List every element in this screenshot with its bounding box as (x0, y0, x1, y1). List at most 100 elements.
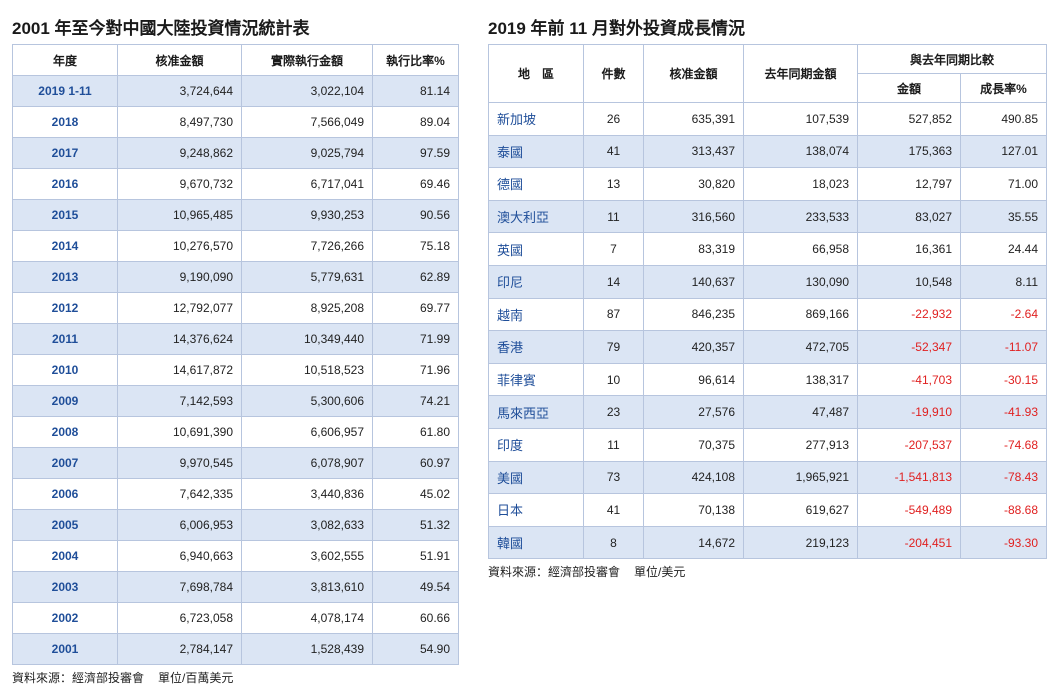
table-row: 美國 73 424,108 1,965,921 -1,541,813 -78.43 (488, 460, 1048, 495)
overseas-investment-title: 2019 年前 11 月對外投資成長情況 (488, 19, 745, 38)
table-row: 2008 10,691,390 6,606,957 61.80 (12, 416, 459, 448)
cell-actual-amount: 10,518,523 (241, 354, 373, 386)
cell-difference-amount: -1,541,813 (857, 460, 961, 495)
table-row: 韓國 8 14,672 219,123 -204,451 -93.30 (488, 525, 1048, 560)
cell-actual-amount: 10,349,440 (241, 323, 373, 355)
cell-difference-amount: -19,910 (857, 395, 961, 429)
cell-approved-amount: 6,006,953 (117, 509, 242, 541)
cell-count: 73 (583, 460, 644, 495)
cell-growth-rate: 35.55 (959, 199, 1048, 234)
cell-region: 德國 (488, 167, 584, 201)
cell-approved-amount: 420,357 (643, 330, 744, 364)
table-header-row: 年度 核准金額 實際執行金額 執行比率% (12, 44, 459, 76)
table-row: 2004 6,940,663 3,602,555 51.91 (12, 540, 459, 572)
cell-last-year-amount: 233,533 (743, 199, 858, 234)
cell-count: 23 (583, 395, 644, 429)
cell-year: 2003 (12, 571, 118, 603)
table-row: 2017 9,248,862 9,025,794 97.59 (12, 137, 459, 169)
table-row: 菲律賓 10 96,614 138,317 -41,703 -30.15 (488, 362, 1048, 397)
table-row: 2011 14,376,624 10,349,440 71.99 (12, 323, 459, 355)
cell-approved-amount: 9,970,545 (117, 447, 242, 479)
cell-approved-amount: 9,248,862 (117, 137, 242, 169)
table-row: 2012 12,792,077 8,925,208 69.77 (12, 292, 459, 324)
china-investment-panel: 2001 年至今對中國大陸投資情況統計表 年度 核准金額 實際執行金額 執行比率… (12, 14, 459, 686)
cell-last-year-amount: 138,317 (743, 362, 858, 397)
cell-region: 越南 (488, 297, 584, 332)
cell-year: 2017 (12, 137, 118, 169)
table-row: 2010 14,617,872 10,518,523 71.96 (12, 354, 459, 386)
cell-year: 2018 (12, 106, 118, 138)
table-row: 2006 7,642,335 3,440,836 45.02 (12, 478, 459, 510)
table-subheader-row: 金額 成長率% (489, 73, 1048, 103)
overseas-investment-table: 地 區 件數 核准金額 去年同期金額 與去年同期比較 金額 成長率% 新加坡 26… (488, 44, 1048, 560)
left-source: 資料來源：經濟部投審會 (12, 671, 145, 685)
cell-execution-ratio: 49.54 (372, 571, 459, 603)
cell-difference-amount: 527,852 (857, 102, 961, 136)
cell-year: 2007 (12, 447, 118, 479)
header-last-year-amount: 去年同期金額 (743, 44, 858, 103)
cell-year: 2004 (12, 540, 118, 572)
table-row: 香港 79 420,357 472,705 -52,347 -11.07 (488, 330, 1048, 364)
cell-execution-ratio: 89.04 (372, 106, 459, 138)
cell-actual-amount: 7,566,049 (241, 106, 373, 138)
cell-region: 日本 (488, 493, 584, 527)
cell-count: 11 (583, 199, 644, 234)
cell-count: 41 (583, 134, 644, 169)
cell-actual-amount: 8,925,208 (241, 292, 373, 324)
cell-approved-amount: 6,940,663 (117, 540, 242, 572)
header-growth-rate: 成長率% (959, 73, 1048, 103)
header-approved-amount: 核准金額 (117, 44, 242, 76)
cell-execution-ratio: 45.02 (372, 478, 459, 510)
cell-growth-rate: -78.43 (959, 460, 1048, 495)
cell-year: 2006 (12, 478, 118, 510)
cell-last-year-amount: 18,023 (743, 167, 858, 201)
cell-last-year-amount: 47,487 (743, 395, 858, 429)
table-row: 2014 10,276,570 7,726,266 75.18 (12, 230, 459, 262)
table-row: 日本 41 70,138 619,627 -549,489 -88.68 (488, 493, 1048, 527)
table-row: 2018 8,497,730 7,566,049 89.04 (12, 106, 459, 138)
cell-actual-amount: 5,779,631 (241, 261, 373, 293)
table-row: 2007 9,970,545 6,078,907 60.97 (12, 447, 459, 479)
cell-execution-ratio: 60.66 (372, 602, 459, 634)
cell-count: 8 (583, 525, 644, 560)
cell-growth-rate: -41.93 (959, 395, 1048, 429)
cell-year: 2008 (12, 416, 118, 448)
table-header-row: 地 區 件數 核准金額 去年同期金額 與去年同期比較 (488, 44, 1048, 103)
cell-difference-amount: -22,932 (857, 297, 961, 332)
cell-difference-amount: 16,361 (857, 232, 961, 266)
cell-actual-amount: 9,025,794 (241, 137, 373, 169)
cell-count: 26 (583, 102, 644, 136)
cell-approved-amount: 10,691,390 (117, 416, 242, 448)
right-source: 資料來源：經濟部投審會 (488, 565, 621, 580)
cell-count: 11 (583, 427, 644, 462)
cell-actual-amount: 3,602,555 (241, 540, 373, 572)
cell-year: 2005 (12, 509, 118, 541)
cell-year: 2016 (12, 168, 118, 200)
cell-actual-amount: 3,813,610 (241, 571, 373, 603)
cell-approved-amount: 6,723,058 (117, 602, 242, 634)
cell-approved-amount: 2,784,147 (117, 633, 242, 665)
table-row: 印度 11 70,375 277,913 -207,537 -74.68 (488, 427, 1048, 462)
cell-execution-ratio: 69.77 (372, 292, 459, 324)
cell-actual-amount: 4,078,174 (241, 602, 373, 634)
cell-last-year-amount: 130,090 (743, 264, 858, 299)
cell-execution-ratio: 75.18 (372, 230, 459, 262)
cell-approved-amount: 313,437 (643, 134, 744, 169)
cell-actual-amount: 6,606,957 (241, 416, 373, 448)
header-year: 年度 (12, 44, 118, 76)
cell-execution-ratio: 81.14 (372, 75, 459, 107)
cell-execution-ratio: 97.59 (372, 137, 459, 169)
cell-approved-amount: 14,672 (643, 525, 744, 560)
cell-region: 印度 (488, 427, 584, 462)
cell-difference-amount: -549,489 (857, 493, 961, 527)
cell-actual-amount: 7,726,266 (241, 230, 373, 262)
cell-growth-rate: -88.68 (959, 493, 1048, 527)
table-row: 2016 9,670,732 6,717,041 69.46 (12, 168, 459, 200)
table-row: 澳大利亞 11 316,560 233,533 83,027 35.55 (488, 199, 1048, 234)
cell-approved-amount: 83,319 (643, 232, 744, 266)
left-source-note: 資料來源：經濟部投審會 單位/百萬美元 (12, 669, 458, 686)
table-row: 新加坡 26 635,391 107,539 527,852 490.85 (488, 102, 1048, 136)
cell-region: 韓國 (488, 525, 584, 560)
cell-approved-amount: 96,614 (643, 362, 744, 397)
cell-actual-amount: 1,528,439 (241, 633, 373, 665)
